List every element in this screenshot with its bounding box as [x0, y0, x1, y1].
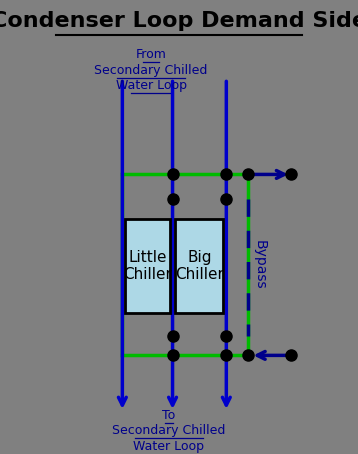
Text: Little
Chiller: Little Chiller: [123, 250, 172, 282]
Text: To: To: [162, 409, 175, 422]
Text: Big
Chiller: Big Chiller: [175, 250, 224, 282]
Text: Condenser Loop Demand Side: Condenser Loop Demand Side: [0, 11, 358, 31]
Text: Bypass: Bypass: [253, 240, 267, 290]
Text: Secondary Chilled: Secondary Chilled: [112, 424, 226, 438]
Bar: [125, 219, 170, 313]
Text: From: From: [136, 48, 166, 61]
Text: Secondary Chilled: Secondary Chilled: [95, 64, 208, 77]
Text: Water Loop: Water Loop: [134, 440, 204, 453]
Bar: [175, 219, 223, 313]
Text: Water Loop: Water Loop: [116, 79, 187, 92]
